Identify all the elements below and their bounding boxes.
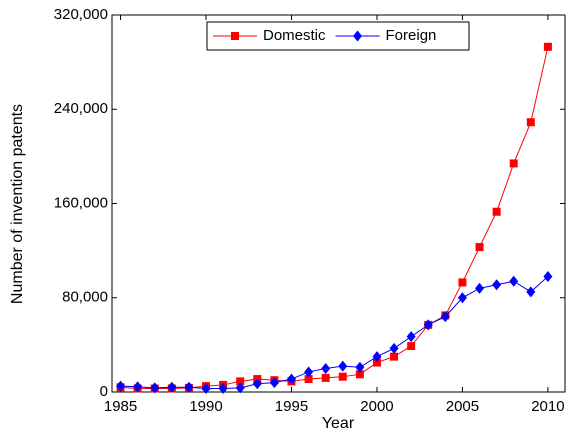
x-tick-label: 2005 [446,398,479,415]
x-tick-label: 1985 [104,398,137,415]
x-axis-label: Year [322,415,355,432]
y-tick-label: 0 [100,383,108,400]
marker [304,375,313,384]
marker [492,279,502,291]
x-tick-label: 2010 [531,398,564,415]
marker [440,311,450,323]
marker [543,42,552,51]
y-axis-label: Number of invention patents [9,104,26,304]
marker [355,370,364,379]
legend-label: Domestic [263,27,326,44]
marker [231,32,239,40]
marker [338,360,348,372]
marker [390,352,399,361]
marker [184,381,194,393]
marker [269,377,279,389]
marker [407,342,416,351]
series-line [120,46,549,389]
marker [475,243,484,252]
legend-label: Foreign [386,27,437,44]
marker [457,292,467,304]
marker [338,372,347,381]
marker [286,373,296,385]
marker [423,319,433,331]
marker [304,366,314,378]
marker [321,373,330,382]
x-tick-label: 2000 [360,398,393,415]
marker [235,382,245,394]
marker [150,382,160,394]
marker [543,271,553,283]
marker [509,275,519,287]
marker [458,278,467,287]
marker [353,30,363,42]
marker [509,159,518,168]
y-tick-label: 160,000 [54,194,108,211]
marker [321,362,331,374]
marker [526,286,536,298]
marker [252,378,262,390]
y-tick-label: 320,000 [54,6,108,23]
y-tick-label: 80,000 [62,289,108,306]
plot-frame [111,14,566,393]
marker [406,331,416,343]
marker [355,361,365,373]
x-tick-label: 1990 [189,398,222,415]
series-line [120,276,549,389]
marker [526,118,535,127]
legend: Domestic Foreign [206,21,470,51]
marker [492,207,501,216]
marker [389,342,399,354]
marker [236,377,245,386]
marker [167,381,177,393]
x-tick-label: 1995 [275,398,308,415]
marker [201,382,211,394]
marker [116,380,126,392]
marker [218,382,228,394]
marker [372,351,382,363]
marker [372,358,381,367]
y-tick-label: 240,000 [54,100,108,117]
marker [475,282,485,294]
marker [133,381,143,393]
